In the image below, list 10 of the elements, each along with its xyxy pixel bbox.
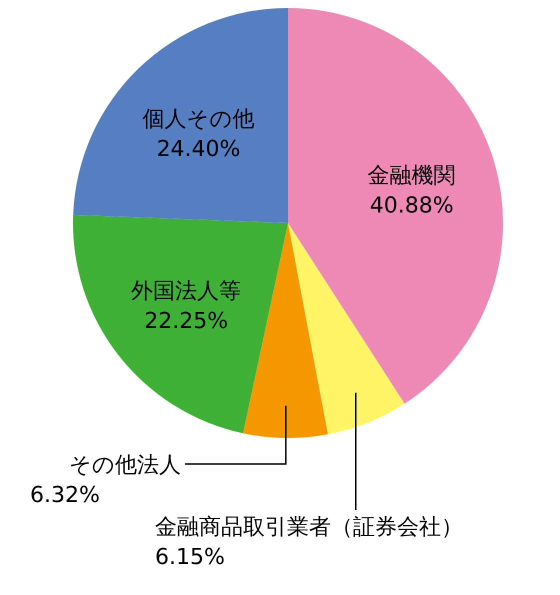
data-label: 22.25% xyxy=(144,309,228,334)
data-label: 40.88% xyxy=(370,194,454,219)
data-label: 6.15% xyxy=(155,545,225,570)
slice-label: 外国法人等 xyxy=(131,279,242,304)
slice-label: その他法人 xyxy=(69,453,181,478)
slice-label: 金融商品取引業者（証券会社） xyxy=(155,515,463,540)
slice-label: 個人その他 xyxy=(142,107,255,132)
data-label: 24.40% xyxy=(156,137,240,162)
slice-label: 金融機関 xyxy=(368,164,456,189)
data-label: 6.32% xyxy=(30,483,100,508)
